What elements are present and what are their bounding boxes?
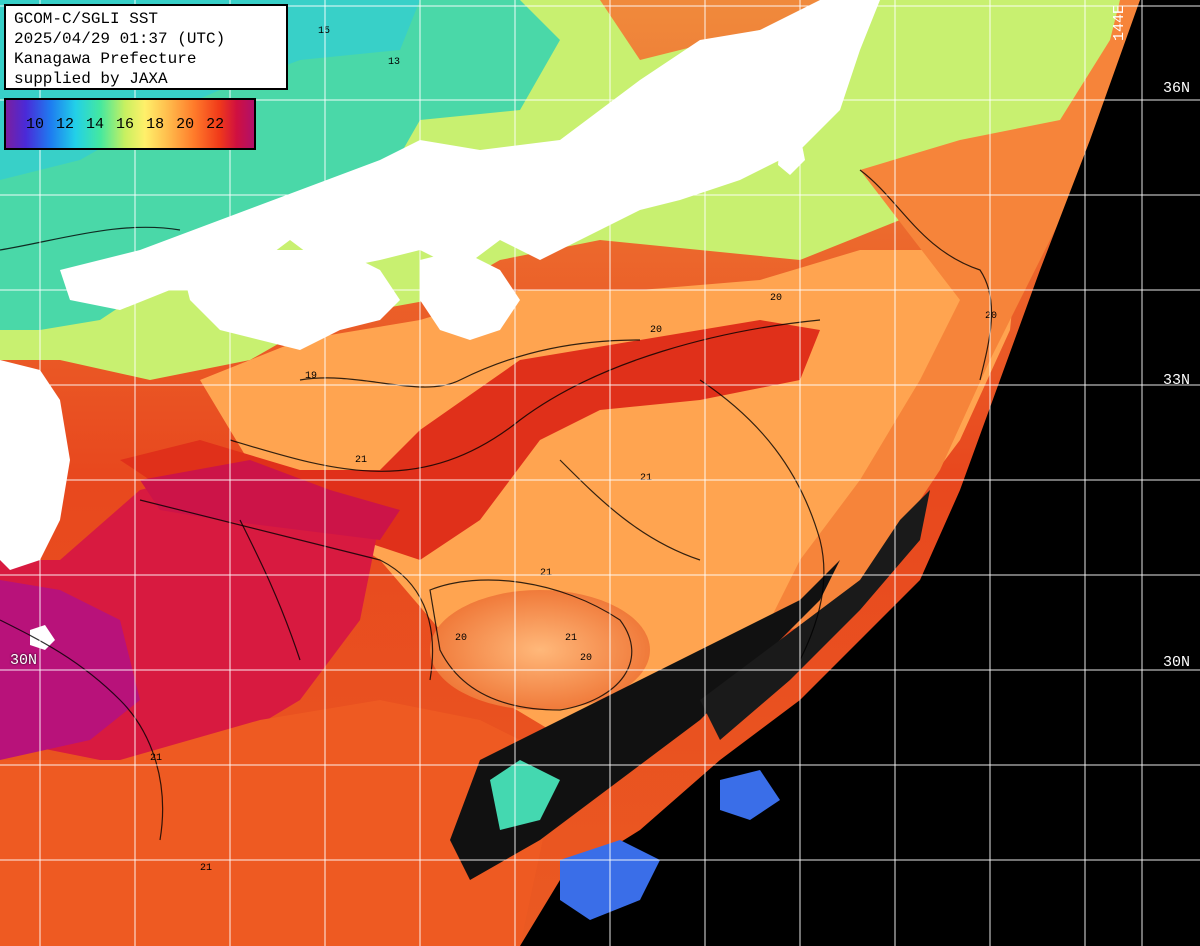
contour-label-group: 19 20 21 20 21 20 21 21 20 21 21 20 15 1… xyxy=(150,26,997,874)
colorbar-tick: 20 xyxy=(176,116,195,133)
nodata-east xyxy=(520,0,1200,946)
land-kyushu xyxy=(0,360,70,570)
data-supplier: supplied by JAXA xyxy=(14,70,168,88)
land-kii xyxy=(420,250,520,340)
lat-label-36n: 36N xyxy=(1163,80,1191,97)
colorbar-ticks: 10 12 14 16 18 20 22 xyxy=(26,116,224,133)
lat-label-30n-west: 30N xyxy=(10,652,38,669)
contour-label: 20 xyxy=(985,311,997,322)
contour-label: 21 xyxy=(200,863,212,874)
lat-label-33n: 33N xyxy=(1163,372,1191,389)
contour-label: 21 xyxy=(355,455,367,466)
contour-label: 20 xyxy=(580,653,592,664)
cloud-streaks-2 xyxy=(700,490,930,740)
provider-prefecture: Kanagawa Prefecture xyxy=(14,50,197,68)
contour-label: 21 xyxy=(150,753,162,764)
contour-label: 20 xyxy=(770,293,782,304)
contour-label: 13 xyxy=(388,57,400,68)
cool-streak-south xyxy=(490,760,560,830)
timestamp: 2025/04/29 01:37 (UTC) xyxy=(14,30,226,48)
colorbar-tick: 18 xyxy=(146,116,165,133)
cold-patch-south-2 xyxy=(720,770,780,820)
lat-label-30n-east: 30N xyxy=(1163,654,1191,671)
info-box: GCOM-C/SGLI SST 2025/04/29 01:37 (UTC) K… xyxy=(4,4,288,90)
colorbar-tick: 16 xyxy=(116,116,135,133)
contour-label: 19 xyxy=(305,371,317,382)
land-island xyxy=(30,625,55,650)
land-honshu xyxy=(60,0,880,310)
temperature-colorbar: 10 12 14 16 18 20 22 xyxy=(4,98,256,150)
colorbar-tick: 10 xyxy=(26,116,45,133)
contour-label: 15 xyxy=(318,26,330,37)
contour-lines xyxy=(0,169,993,841)
land-izu xyxy=(778,135,805,175)
colorbar-tick: 12 xyxy=(56,116,75,133)
contour-label: 21 xyxy=(640,473,652,484)
warm-eddy xyxy=(430,590,650,710)
contour-label: 20 xyxy=(650,325,662,336)
contour-label: 21 xyxy=(565,633,577,644)
lon-label-144e: 144E xyxy=(1111,4,1128,41)
colorbar-tick: 22 xyxy=(206,116,225,133)
colorbar-tick: 14 xyxy=(86,116,105,133)
land-shikoku xyxy=(180,250,400,350)
product-title: GCOM-C/SGLI SST xyxy=(14,10,159,28)
mild-band-east xyxy=(760,0,1140,640)
contour-label: 21 xyxy=(540,568,552,579)
contour-label: 20 xyxy=(455,633,467,644)
